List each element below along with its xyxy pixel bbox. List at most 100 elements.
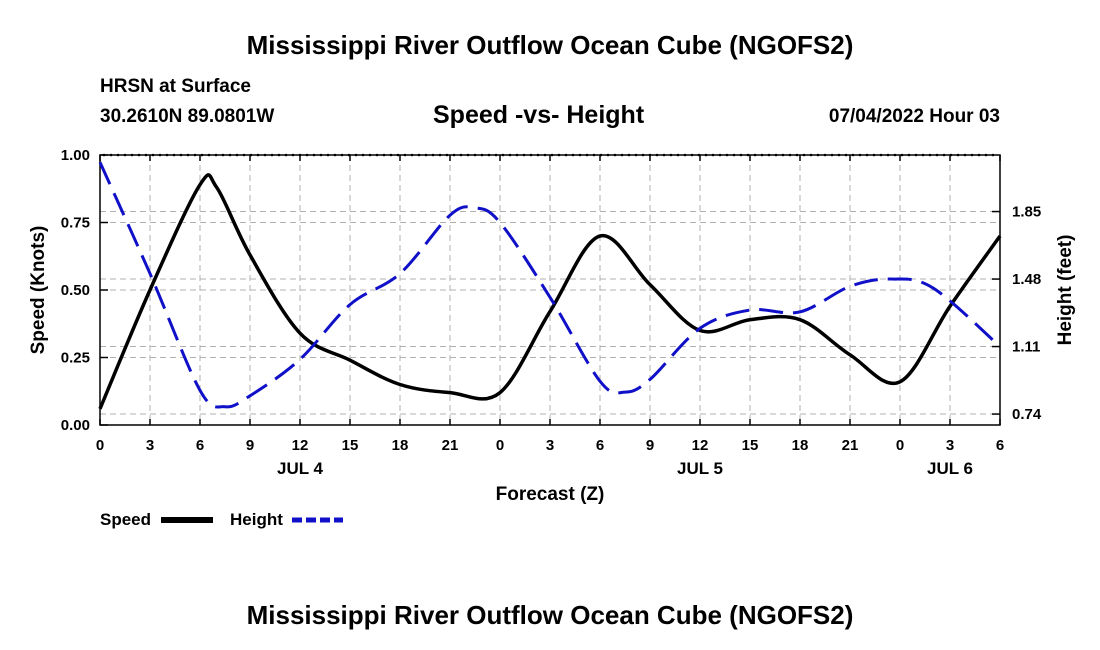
top-border-dot: [718, 153, 722, 157]
x-tick-label: 6: [596, 437, 604, 454]
top-border-dot: [963, 153, 967, 157]
top-border-dot: [431, 153, 435, 157]
top-border-dot: [165, 153, 169, 157]
top-border-dot: [200, 153, 204, 157]
top-border-dot: [655, 153, 659, 157]
top-border-dot: [620, 153, 624, 157]
date-label: JUL 4: [277, 459, 324, 478]
top-border-dot: [452, 153, 456, 157]
top-border-dot: [690, 153, 694, 157]
x-tick-label: 9: [646, 437, 654, 454]
x-tick-label: 21: [442, 437, 459, 454]
top-border-dot: [207, 153, 211, 157]
y-tick-label: 1.00: [61, 147, 90, 164]
page-title: Mississippi River Outflow Ocean Cube (NG…: [246, 30, 854, 60]
datetime-label: 07/04/2022 Hour 03: [828, 106, 1000, 127]
y2-tick-label: 1.11: [1012, 339, 1040, 356]
y-tick-label: 0.50: [61, 282, 90, 299]
top-border-dot: [613, 153, 617, 157]
top-border-dot: [683, 153, 687, 157]
top-border-dot: [550, 153, 554, 157]
top-border-dot: [333, 153, 337, 157]
grid-lines: [100, 155, 1000, 425]
top-border-dot: [319, 153, 323, 157]
top-border-dot: [403, 153, 407, 157]
top-border-dot: [788, 153, 792, 157]
x-tick-label: 15: [742, 437, 759, 454]
top-border-dot: [508, 153, 512, 157]
top-border-dot: [823, 153, 827, 157]
top-border-dot: [970, 153, 974, 157]
top-border-dot: [900, 153, 904, 157]
top-border-dot: [536, 153, 540, 157]
top-border-dot: [263, 153, 267, 157]
top-border-dot: [123, 153, 127, 157]
top-border-dot: [928, 153, 932, 157]
top-border-dot: [837, 153, 841, 157]
speed-series-line: [98, 173, 1002, 410]
top-border-dot: [242, 153, 246, 157]
top-border-dot: [886, 153, 890, 157]
top-border-dot: [179, 153, 183, 157]
station-label: HRSN at Surface: [100, 76, 251, 97]
x-tick-label: 9: [246, 437, 254, 454]
x-tick-label: 6: [196, 437, 204, 454]
top-border-dot: [361, 153, 365, 157]
top-border-dot: [305, 153, 309, 157]
y-tick-label: 0.00: [61, 417, 90, 434]
axis-ticks: [99, 154, 1001, 426]
y2-tick-label: 0.74: [1012, 406, 1042, 423]
top-border-dot: [725, 153, 729, 157]
top-border-dot: [816, 153, 820, 157]
top-border-dot: [466, 153, 470, 157]
y-axis-label: Speed (Knots): [28, 226, 49, 355]
y-tick-label: 0.25: [61, 350, 90, 367]
top-border-dot: [592, 153, 596, 157]
x-axis-label: Forecast (Z): [496, 484, 605, 505]
top-border-dot: [438, 153, 442, 157]
x-tick-label: 6: [996, 437, 1004, 454]
top-border-dot: [739, 153, 743, 157]
top-border-dot: [872, 153, 876, 157]
top-border-dot: [137, 153, 141, 157]
top-border-dot: [459, 153, 463, 157]
page-title-bottom: Mississippi River Outflow Ocean Cube (NG…: [246, 600, 854, 630]
top-border-dot: [515, 153, 519, 157]
top-border-dot: [935, 153, 939, 157]
top-border-dot: [529, 153, 533, 157]
x-tick-label: 0: [496, 437, 504, 454]
top-border-dot: [662, 153, 666, 157]
top-border-dot: [480, 153, 484, 157]
x-tick-label: 0: [96, 437, 104, 454]
top-border-dot: [186, 153, 190, 157]
top-border-dot: [375, 153, 379, 157]
top-border-dot: [228, 153, 232, 157]
x-tick-label: 18: [792, 437, 809, 454]
top-border-dot: [109, 153, 113, 157]
height-series-line: [98, 161, 1001, 409]
top-border-dot: [578, 153, 582, 157]
top-border-dot: [417, 153, 421, 157]
top-border-dot: [879, 153, 883, 157]
top-border-dot: [158, 153, 162, 157]
top-border-dot: [753, 153, 757, 157]
top-border-dot: [557, 153, 561, 157]
top-border-dot: [977, 153, 981, 157]
x-tick-label: 0: [896, 437, 904, 454]
top-border-dot: [571, 153, 575, 157]
top-border-dot: [116, 153, 120, 157]
top-border-dot: [746, 153, 750, 157]
top-border-dot: [151, 153, 155, 157]
top-border-dot: [256, 153, 260, 157]
top-border-dot: [235, 153, 239, 157]
top-border-dot: [732, 153, 736, 157]
legend-speed-label: Speed: [100, 510, 152, 529]
top-border-dot: [851, 153, 855, 157]
y2-axis-label: Height (feet): [1055, 235, 1076, 346]
x-tick-label: 12: [292, 437, 309, 454]
top-border-dot: [543, 153, 547, 157]
top-border-dot: [865, 153, 869, 157]
x-tick-label: 18: [392, 437, 409, 454]
top-border-dot: [270, 153, 274, 157]
